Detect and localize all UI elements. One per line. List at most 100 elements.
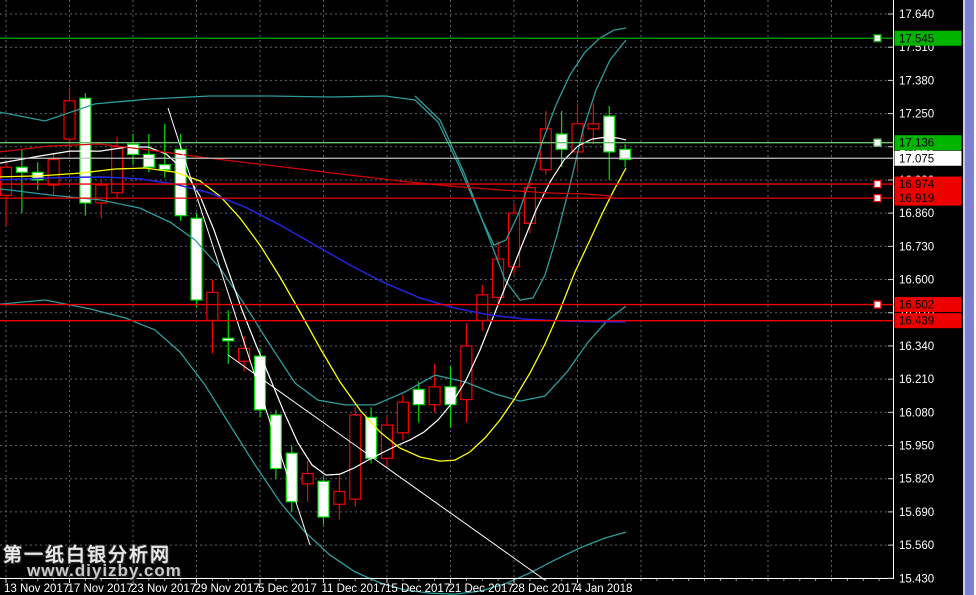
price-label: 15.820 bbox=[899, 474, 934, 486]
bollinger-upper-slow bbox=[414, 39, 627, 301]
date-label: 29 Nov 2017 bbox=[195, 583, 260, 595]
price-label: 16.080 bbox=[899, 407, 934, 419]
candle-body bbox=[222, 337, 235, 342]
price-badge bbox=[894, 297, 962, 313]
price-label: 15.690 bbox=[899, 507, 934, 519]
price-badge-label: 17.136 bbox=[899, 138, 934, 150]
candle-body bbox=[269, 414, 282, 470]
grid-lines bbox=[0, 0, 893, 579]
price-label: 15.950 bbox=[899, 441, 934, 453]
price-badge-label: 17.545 bbox=[899, 33, 934, 45]
price-label: 16.340 bbox=[899, 341, 934, 353]
candle-body bbox=[396, 401, 409, 434]
price-badge-label: 16.439 bbox=[899, 316, 934, 328]
level-line-handle[interactable] bbox=[873, 193, 882, 203]
date-label: 21 Dec 2017 bbox=[449, 583, 514, 595]
candle-body bbox=[301, 473, 314, 485]
candle-body bbox=[95, 184, 108, 204]
price-label: 16.210 bbox=[899, 374, 934, 386]
date-label: 4 Jan 2018 bbox=[576, 583, 633, 595]
price-badge-label: 16.974 bbox=[899, 179, 935, 191]
price-label: 17.250 bbox=[899, 109, 934, 121]
price-label: 16.730 bbox=[899, 241, 934, 253]
candle-body bbox=[238, 347, 251, 362]
trendline-steep bbox=[167, 107, 311, 546]
candle-body bbox=[158, 164, 171, 171]
candle-body bbox=[142, 153, 155, 168]
price-badge bbox=[894, 150, 962, 166]
date-label: 11 Dec 2017 bbox=[322, 583, 386, 595]
candle-body bbox=[507, 212, 521, 268]
price-badge bbox=[894, 135, 962, 151]
candle-body bbox=[539, 128, 552, 171]
scrollbar-edge bbox=[963, 0, 965, 595]
price-badges: 17.545 17.136 17.075 16.974 16.919 16.502 16.4… bbox=[894, 30, 962, 329]
candles bbox=[0, 88, 632, 525]
price-badge bbox=[894, 30, 962, 46]
price-label: 17.380 bbox=[899, 75, 934, 87]
candle-body bbox=[603, 115, 616, 153]
candle-body bbox=[492, 258, 505, 299]
level-line-handle[interactable] bbox=[873, 179, 882, 189]
ma-white-fast bbox=[0, 136, 627, 476]
level-lines bbox=[0, 34, 893, 322]
candle-body bbox=[349, 414, 362, 500]
price-label: 17.640 bbox=[899, 9, 934, 21]
date-label: 28 Dec 2017 bbox=[512, 583, 577, 595]
candle-body bbox=[619, 148, 632, 161]
candle-body bbox=[47, 158, 60, 186]
ma-blue bbox=[0, 176, 626, 323]
candle-body bbox=[63, 100, 76, 140]
date-label: 5 Dec 2017 bbox=[258, 583, 317, 595]
candle-body bbox=[253, 355, 267, 411]
window-edge bbox=[974, 0, 976, 595]
price-badge-label: 16.502 bbox=[899, 300, 934, 312]
price-badge bbox=[894, 176, 962, 192]
candle-body bbox=[206, 291, 219, 322]
trendline-shallow bbox=[227, 354, 546, 581]
candle-body bbox=[333, 490, 346, 505]
candle-body bbox=[380, 424, 394, 459]
price-label: 16.860 bbox=[899, 208, 934, 220]
candle-body bbox=[317, 480, 330, 518]
candle-body bbox=[365, 416, 378, 459]
candle-body bbox=[126, 143, 140, 156]
candle-body bbox=[428, 386, 441, 406]
level-line-handle[interactable] bbox=[873, 34, 882, 43]
level-line-handle[interactable] bbox=[873, 138, 882, 147]
price-badge bbox=[894, 190, 962, 206]
level-line-handle[interactable] bbox=[873, 300, 882, 309]
candle-body bbox=[555, 133, 568, 150]
candle-body bbox=[190, 217, 203, 301]
chart-frame bbox=[0, 0, 894, 579]
candle-body bbox=[523, 187, 536, 224]
price-label: 16.600 bbox=[899, 275, 934, 287]
date-label: 13 Nov 2017 bbox=[4, 583, 69, 595]
scrollbar-thumb[interactable] bbox=[965, 0, 974, 595]
price-label: 15.560 bbox=[899, 540, 934, 552]
candle-body bbox=[587, 123, 600, 130]
date-label: 15 Dec 2017 bbox=[385, 583, 450, 595]
candle-body bbox=[174, 148, 187, 217]
candle-body bbox=[0, 166, 13, 196]
date-label: 23 Nov 2017 bbox=[131, 583, 196, 595]
candle-body bbox=[15, 166, 28, 173]
candle-body bbox=[444, 386, 457, 406]
candle-body bbox=[476, 294, 489, 322]
price-label: 15.430 bbox=[899, 573, 934, 585]
ma-yellow bbox=[0, 167, 627, 462]
window-scrollbar[interactable] bbox=[963, 0, 976, 595]
candle-body bbox=[412, 388, 425, 406]
bollinger-lower-slow bbox=[0, 299, 627, 595]
price-badge-label: 16.919 bbox=[899, 193, 934, 205]
ma-red-slow bbox=[0, 143, 613, 197]
date-label: 17 Nov 2017 bbox=[68, 583, 133, 595]
indicator-lines bbox=[0, 27, 627, 595]
bollinger-lower-fast bbox=[0, 188, 627, 406]
candle-body bbox=[460, 345, 473, 401]
candle-body bbox=[285, 452, 298, 503]
price-badge bbox=[894, 313, 962, 329]
